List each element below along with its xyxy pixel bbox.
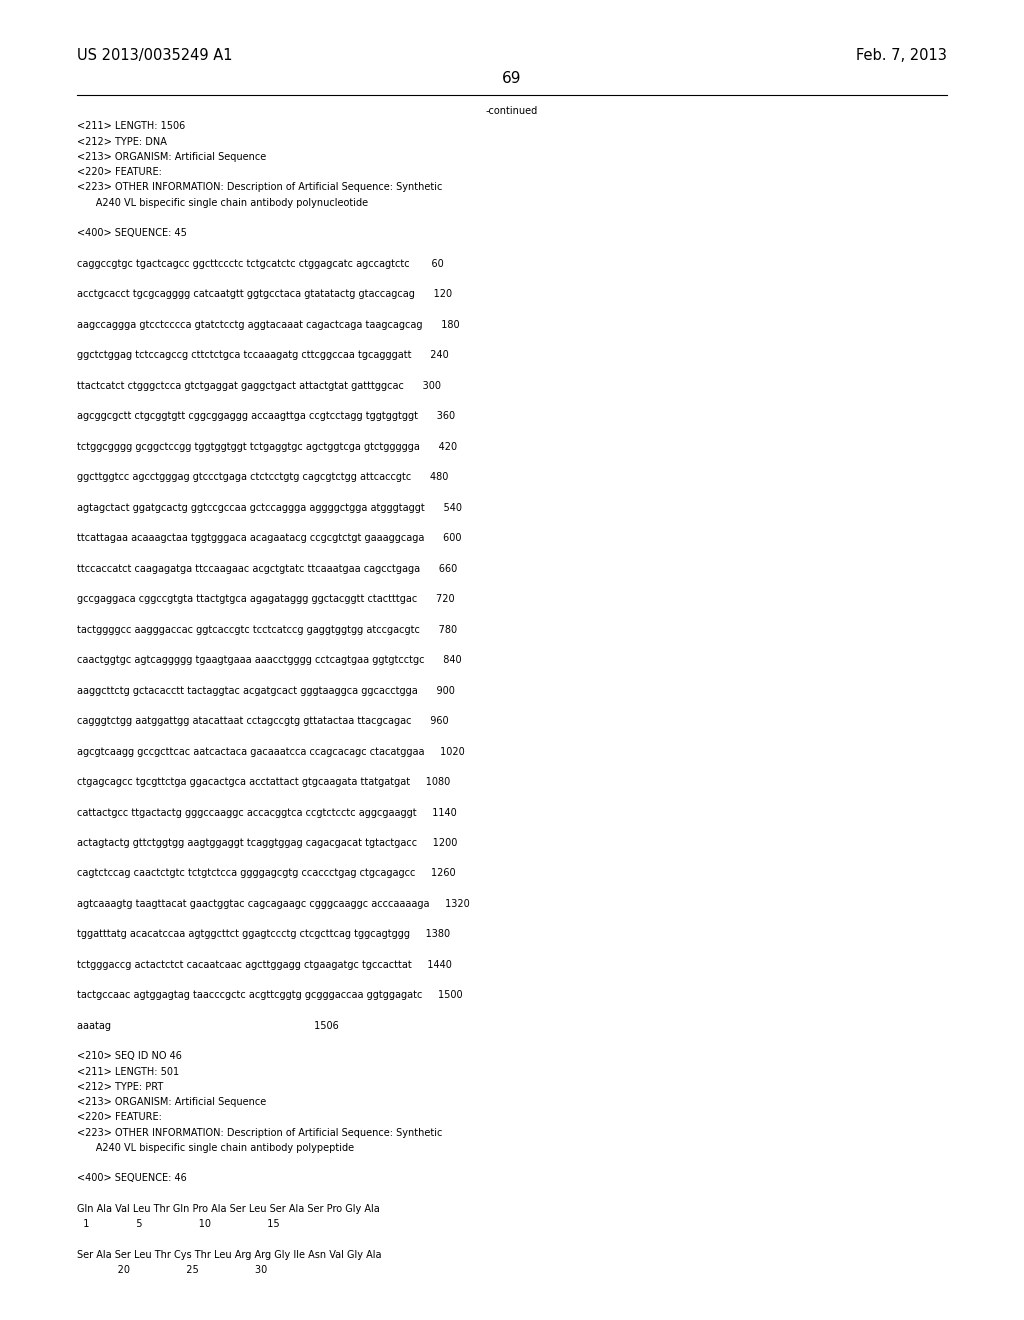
Text: tactgccaac agtggagtag taacccgctc acgttcggtg gcgggaccaa ggtggagatc     1500: tactgccaac agtggagtag taacccgctc acgttcg… [77, 990, 463, 1001]
Text: US 2013/0035249 A1: US 2013/0035249 A1 [77, 48, 232, 62]
Text: aagccaggga gtcctcccca gtatctcctg aggtacaaat cagactcaga taagcagcag      180: aagccaggga gtcctcccca gtatctcctg aggtaca… [77, 319, 460, 330]
Text: <223> OTHER INFORMATION: Description of Artificial Sequence: Synthetic: <223> OTHER INFORMATION: Description of … [77, 182, 442, 193]
Text: tctgggaccg actactctct cacaatcaac agcttggagg ctgaagatgc tgccacttat     1440: tctgggaccg actactctct cacaatcaac agcttgg… [77, 960, 452, 970]
Text: caggccgtgc tgactcagcc ggcttccctc tctgcatctc ctggagcatc agccagtctc       60: caggccgtgc tgactcagcc ggcttccctc tctgcat… [77, 259, 443, 269]
Text: 20                  25                  30: 20 25 30 [77, 1265, 267, 1275]
Text: <223> OTHER INFORMATION: Description of Artificial Sequence: Synthetic: <223> OTHER INFORMATION: Description of … [77, 1127, 442, 1138]
Text: ggctctggag tctccagccg cttctctgca tccaaagatg cttcggccaa tgcagggatt      240: ggctctggag tctccagccg cttctctgca tccaaag… [77, 350, 449, 360]
Text: <210> SEQ ID NO 46: <210> SEQ ID NO 46 [77, 1052, 181, 1061]
Text: <400> SEQUENCE: 46: <400> SEQUENCE: 46 [77, 1173, 186, 1184]
Text: <212> TYPE: PRT: <212> TYPE: PRT [77, 1082, 163, 1092]
Text: Feb. 7, 2013: Feb. 7, 2013 [856, 48, 947, 62]
Text: ttccaccatct caagagatga ttccaagaac acgctgtatc ttcaaatgaa cagcctgaga      660: ttccaccatct caagagatga ttccaagaac acgctg… [77, 564, 457, 574]
Text: Ser Ala Ser Leu Thr Cys Thr Leu Arg Arg Gly Ile Asn Val Gly Ala: Ser Ala Ser Leu Thr Cys Thr Leu Arg Arg … [77, 1250, 381, 1259]
Text: <220> FEATURE:: <220> FEATURE: [77, 168, 162, 177]
Text: 1               5                  10                  15: 1 5 10 15 [77, 1220, 280, 1229]
Text: Gln Ala Val Leu Thr Gln Pro Ala Ser Leu Ser Ala Ser Pro Gly Ala: Gln Ala Val Leu Thr Gln Pro Ala Ser Leu … [77, 1204, 380, 1214]
Text: ttactcatct ctgggctcca gtctgaggat gaggctgact attactgtat gatttggcac      300: ttactcatct ctgggctcca gtctgaggat gaggctg… [77, 380, 440, 391]
Text: ctgagcagcc tgcgttctga ggacactgca acctattact gtgcaagata ttatgatgat     1080: ctgagcagcc tgcgttctga ggacactgca acctatt… [77, 777, 451, 787]
Text: cattactgcc ttgactactg gggccaaggc accacggtca ccgtctcctc aggcgaaggt     1140: cattactgcc ttgactactg gggccaaggc accacgg… [77, 808, 457, 817]
Text: agtcaaagtg taagttacat gaactggtac cagcagaagc cgggcaaggc acccaaaaga     1320: agtcaaagtg taagttacat gaactggtac cagcaga… [77, 899, 470, 909]
Text: ggcttggtcc agcctgggag gtccctgaga ctctcctgtg cagcgtctgg attcaccgtc      480: ggcttggtcc agcctgggag gtccctgaga ctctcct… [77, 473, 449, 482]
Text: caactggtgc agtcaggggg tgaagtgaaa aaacctgggg cctcagtgaa ggtgtcctgc      840: caactggtgc agtcaggggg tgaagtgaaa aaacctg… [77, 655, 462, 665]
Text: <213> ORGANISM: Artificial Sequence: <213> ORGANISM: Artificial Sequence [77, 1097, 266, 1107]
Text: actagtactg gttctggtgg aagtggaggt tcaggtggag cagacgacat tgtactgacc     1200: actagtactg gttctggtgg aagtggaggt tcaggtg… [77, 838, 457, 847]
Text: agcggcgctt ctgcggtgtt cggcggaggg accaagttga ccgtcctagg tggtggtggt      360: agcggcgctt ctgcggtgtt cggcggaggg accaagt… [77, 411, 455, 421]
Text: <400> SEQUENCE: 45: <400> SEQUENCE: 45 [77, 228, 186, 238]
Text: tctggcgggg gcggctccgg tggtggtggt tctgaggtgc agctggtcga gtctggggga      420: tctggcgggg gcggctccgg tggtggtggt tctgagg… [77, 442, 457, 451]
Text: cagtctccag caactctgtc tctgtctcca ggggagcgtg ccaccctgag ctgcagagcc     1260: cagtctccag caactctgtc tctgtctcca ggggagc… [77, 869, 456, 879]
Text: cagggtctgg aatggattgg atacattaat cctagccgtg gttatactaa ttacgcagac      960: cagggtctgg aatggattgg atacattaat cctagcc… [77, 715, 449, 726]
Text: -continued: -continued [485, 106, 539, 116]
Text: <220> FEATURE:: <220> FEATURE: [77, 1113, 162, 1122]
Text: A240 VL bispecific single chain antibody polynucleotide: A240 VL bispecific single chain antibody… [77, 198, 368, 207]
Text: agcgtcaagg gccgcttcac aatcactaca gacaaatcca ccagcacagc ctacatggaa     1020: agcgtcaagg gccgcttcac aatcactaca gacaaat… [77, 747, 465, 756]
Text: A240 VL bispecific single chain antibody polypeptide: A240 VL bispecific single chain antibody… [77, 1143, 354, 1152]
Text: 69: 69 [502, 71, 522, 86]
Text: <212> TYPE: DNA: <212> TYPE: DNA [77, 137, 167, 147]
Text: tggatttatg acacatccaa agtggcttct ggagtccctg ctcgcttcag tggcagtggg     1380: tggatttatg acacatccaa agtggcttct ggagtcc… [77, 929, 450, 940]
Text: gccgaggaca cggccgtgta ttactgtgca agagataggg ggctacggtt ctactttgac      720: gccgaggaca cggccgtgta ttactgtgca agagata… [77, 594, 455, 605]
Text: aaatag                                                                 1506: aaatag 1506 [77, 1020, 339, 1031]
Text: acctgcacct tgcgcagggg catcaatgtt ggtgcctaca gtatatactg gtaccagcag      120: acctgcacct tgcgcagggg catcaatgtt ggtgcct… [77, 289, 452, 300]
Text: ttcattagaa acaaagctaa tggtgggaca acagaatacg ccgcgtctgt gaaaggcaga      600: ttcattagaa acaaagctaa tggtgggaca acagaat… [77, 533, 461, 543]
Text: aaggcttctg gctacacctt tactaggtac acgatgcact gggtaaggca ggcacctgga      900: aaggcttctg gctacacctt tactaggtac acgatgc… [77, 685, 455, 696]
Text: <211> LENGTH: 1506: <211> LENGTH: 1506 [77, 121, 185, 132]
Text: agtagctact ggatgcactg ggtccgccaa gctccaggga aggggctgga atgggtaggt      540: agtagctact ggatgcactg ggtccgccaa gctccag… [77, 503, 462, 512]
Text: tactggggcc aagggaccac ggtcaccgtc tcctcatccg gaggtggtgg atccgacgtc      780: tactggggcc aagggaccac ggtcaccgtc tcctcat… [77, 624, 457, 635]
Text: <213> ORGANISM: Artificial Sequence: <213> ORGANISM: Artificial Sequence [77, 152, 266, 162]
Text: <211> LENGTH: 501: <211> LENGTH: 501 [77, 1067, 179, 1077]
